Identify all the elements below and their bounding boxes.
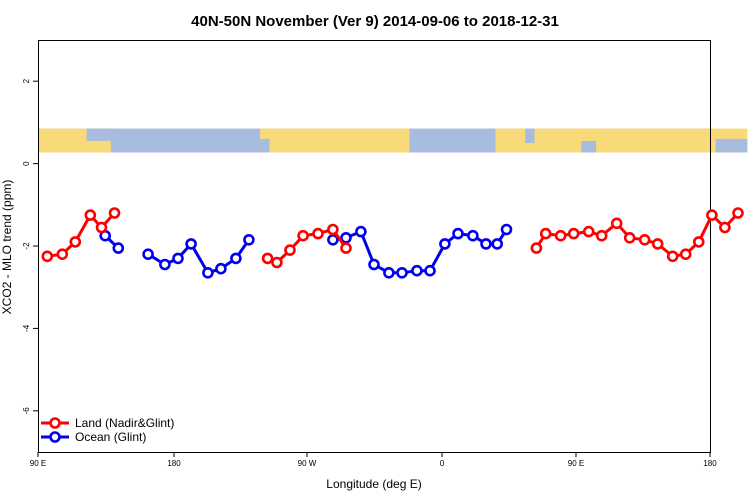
ocean-series-point: [243, 234, 255, 246]
x-tick-label: 180: [703, 459, 717, 468]
land-series-point: [582, 225, 595, 238]
ocean-series-point: [368, 258, 380, 271]
land-series-point: [312, 227, 324, 240]
land-series-point: [327, 223, 339, 236]
x-tick-label: 90 W: [298, 459, 317, 468]
map-coast: [86, 128, 115, 141]
legend: Land (Nadir&Glint) Ocean (Glint): [41, 416, 174, 444]
ocean-series-point: [327, 234, 339, 246]
legend-marker-ocean: [49, 431, 61, 443]
land-series-point: [623, 232, 636, 244]
y-tick-label: 0: [22, 161, 31, 166]
land-series-point: [567, 227, 580, 240]
land-series-point: [297, 229, 309, 242]
map-coast: [260, 138, 270, 153]
map-coast: [581, 140, 597, 153]
ocean-series-point: [500, 223, 513, 236]
legend-label-land: Land (Nadir&Glint): [75, 416, 174, 430]
ocean-series-point: [202, 266, 214, 279]
ocean-series-point: [172, 252, 184, 265]
land-series-point: [692, 236, 705, 248]
land-series-point: [539, 227, 552, 240]
map-strip: [38, 128, 748, 153]
land-series-point: [595, 229, 608, 242]
land-series-point: [284, 244, 296, 256]
plot-frame: [38, 40, 711, 453]
land-series-point: [108, 207, 121, 219]
x-axis: 90 E 180 90 W 0 90 E 180: [30, 452, 717, 468]
land-series-point: [69, 236, 82, 248]
land-series-point: [261, 252, 274, 265]
land-series-point: [41, 250, 54, 263]
map-coast: [525, 128, 535, 143]
ocean-series-point: [439, 238, 451, 250]
land-series-point: [610, 217, 623, 230]
ocean-series-point: [411, 264, 423, 277]
land-series-point: [271, 256, 283, 269]
ocean-series-point: [452, 227, 464, 240]
land-series-point: [666, 250, 679, 263]
x-tick-label: 0: [440, 459, 445, 468]
land-series-point: [719, 221, 731, 234]
land-series-point: [679, 248, 692, 260]
land-series-point: [340, 242, 352, 254]
ocean-series-point: [424, 264, 436, 277]
y-tick-label: -4: [22, 324, 31, 332]
chart-title: 40N-50N November (Ver 9) 2014-09-06 to 2…: [191, 13, 559, 30]
map-land-region: [495, 128, 682, 153]
x-axis-label: Longitude (deg E): [326, 477, 421, 491]
map-coast: [715, 138, 748, 153]
map-coast: [463, 134, 496, 153]
land-series-point: [56, 248, 69, 260]
land-series-point: [84, 209, 97, 221]
ocean-series-point: [467, 229, 479, 242]
ocean-series-point: [230, 252, 242, 265]
y-axis: 2 0 -2 -4 -6: [22, 78, 38, 414]
x-tick-label: 180: [167, 459, 181, 468]
land-series-line: [535, 211, 740, 258]
ocean-series-point: [396, 266, 408, 279]
y-tick-label: 2: [22, 78, 31, 83]
y-tick-label: -2: [22, 242, 31, 250]
legend-marker-land: [49, 417, 61, 429]
x-tick-label: 90 E: [30, 459, 46, 468]
ocean-series-point: [159, 258, 171, 271]
ocean-series-point: [340, 232, 352, 244]
land-series-point: [651, 238, 664, 250]
y-axis-label: XCO2 - MLO trend (ppm): [0, 180, 14, 315]
ocean-series-point: [355, 225, 367, 238]
land-series-point: [95, 221, 108, 234]
land-series-point: [638, 234, 651, 246]
ocean-series-point: [112, 242, 125, 254]
land-series-point: [530, 242, 543, 254]
land-series-point: [706, 209, 718, 221]
ocean-series-point: [383, 266, 395, 279]
ocean-series-point: [215, 262, 227, 275]
x-tick-label: 90 E: [568, 459, 584, 468]
ocean-series-point: [142, 248, 154, 260]
ocean-series-point: [480, 238, 492, 250]
legend-label-ocean: Ocean (Glint): [75, 430, 146, 444]
ocean-series-point: [491, 238, 504, 250]
map-land-region: [260, 128, 410, 153]
ocean-series-point: [185, 238, 197, 250]
land-series-point: [732, 207, 744, 219]
series-layer: [41, 207, 744, 279]
y-tick-label: -6: [22, 407, 31, 415]
land-series-point: [554, 229, 567, 242]
